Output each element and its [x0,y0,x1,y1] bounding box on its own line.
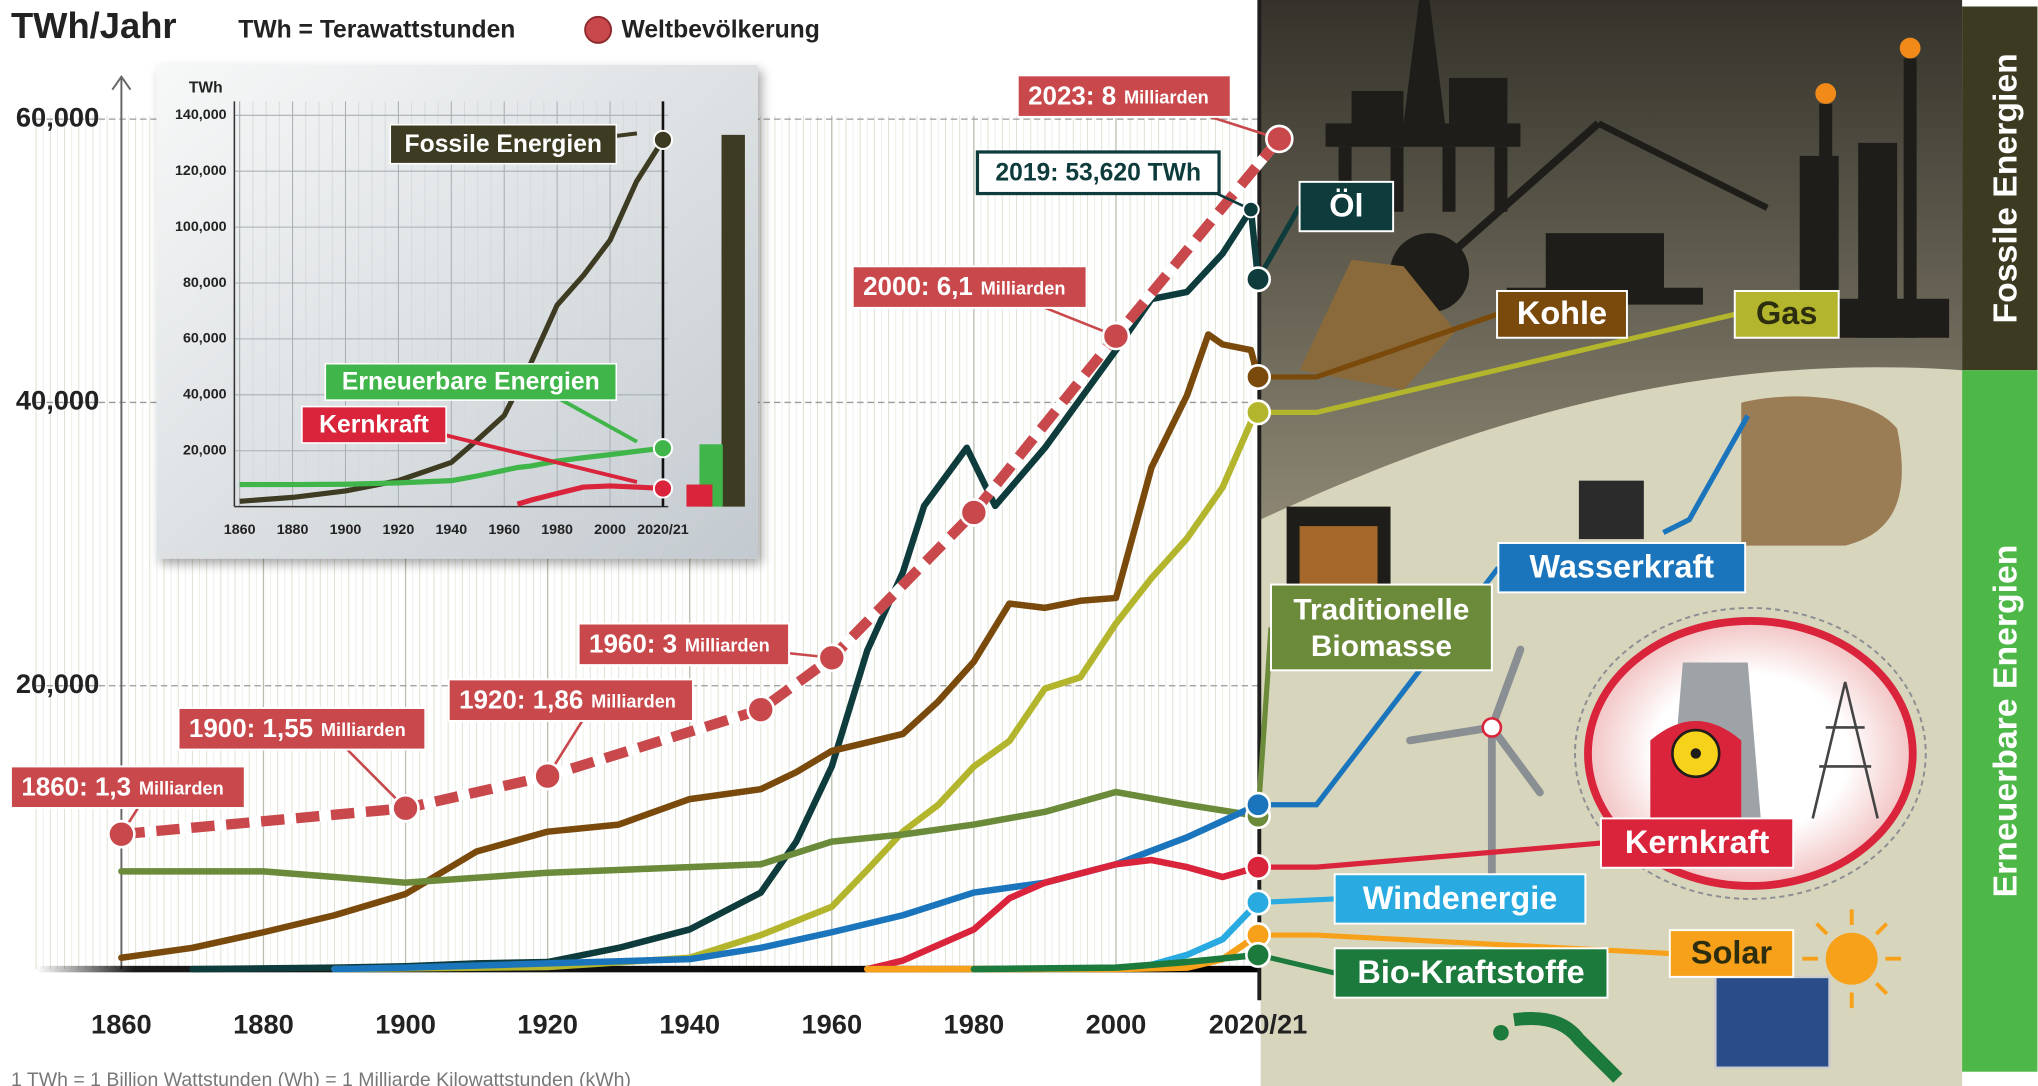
x-tick-label: 1960 [801,1008,862,1039]
y-tick-label: 20,000 [16,668,99,699]
x-tick-label: 1900 [330,522,362,538]
legend-label: Traditionelle Biomasse [1271,585,1492,671]
legend-label: Bio-Kraftstoffe [1357,954,1584,990]
end-marker [1246,891,1269,914]
y-tick-label: 40,000 [183,387,227,403]
side-label: Fossile Energien [1986,53,2024,323]
inset-chart: 20,000 40,000 60,000 80,000 100,000 120,000 14… [156,65,757,559]
population-marker [748,697,774,723]
y-tick-label: 40,000 [16,385,99,416]
legend-box-text: Traditionelle Biomasse [1271,585,1492,671]
end-marker [654,439,672,457]
population-unit: Milliarden [981,278,1066,298]
legend-label: Kernkraft [319,412,429,439]
population-label: 2000: 6,1 [863,271,973,301]
population-marker [535,763,561,789]
bar [722,135,745,507]
end-marker [1246,793,1269,816]
end-marker [1246,365,1269,388]
x-tick-label: 2020/21 [1209,1008,1308,1039]
end-marker [654,479,672,497]
y-tick-label: 120,000 [175,163,227,179]
x-tick-label: 1960 [488,522,520,538]
x-tick-label: 1880 [277,522,309,538]
y-tick-label: 60,000 [16,101,99,132]
x-tick-label: 1940 [435,522,467,538]
annotation-point [1243,202,1259,218]
population-label: 1960: 3 [589,628,677,658]
population-marker [1103,323,1129,349]
end-marker [654,131,672,149]
y-tick-label: 80,000 [183,275,227,291]
x-tick-label: 1860 [91,1008,152,1039]
x-tick-label: 1880 [233,1008,294,1039]
legend-label: Gas [1756,295,1817,331]
population-unit: Milliarden [1124,88,1209,108]
x-tick-label: 1980 [944,1008,1005,1039]
annotation: 2019: 53,620 TWh [995,160,1201,187]
y-tick-label: 100,000 [175,219,227,235]
legend-label: Wasserkraft [1529,549,1714,585]
population-unit: Milliarden [685,636,770,656]
x-tick-label: 2000 [594,522,626,538]
x-tick-label: 1980 [541,522,573,538]
x-tick-label: 1900 [375,1008,436,1039]
end-marker [1246,268,1269,291]
population-unit: Milliarden [139,779,224,799]
population-marker [1266,126,1292,152]
population-unit: Milliarden [321,720,406,740]
infographic: Fossile Energien Erneuerbare Energien TW… [0,0,2038,1086]
end-marker [1246,401,1269,424]
population-unit: Milliarden [591,692,676,712]
legend-label: Öl [1329,187,1363,223]
population-label: 1900: 1,55 [189,713,313,743]
legend-label: Fossile Energien [405,131,602,158]
legend-label: Windenergie [1363,880,1558,916]
population-marker [393,795,419,821]
population-label: 1860: 1,3 [21,771,131,801]
x-tick-label: 2020/21 [637,522,689,538]
end-marker [1246,943,1269,966]
side-label: Erneuerbare Energien [1986,545,2024,898]
end-marker [1246,855,1269,878]
bar [686,485,712,507]
legend-label: Erneuerbare Energien [342,369,600,396]
y-axis-label: TWh [189,79,223,96]
y-tick-label: 140,000 [175,107,227,123]
population-marker [961,499,987,525]
legend-marker [585,17,611,43]
population-marker [819,645,845,671]
legend-label: Weltbevölkerung [621,17,819,44]
page: {"chart_data": [ {"type": "line", "title… [0,0,2038,1086]
x-tick-label: 1920 [517,1008,578,1039]
footnote: 1 TWh = 1 Billion Wattstunden (Wh) = 1 M… [11,1069,631,1086]
x-tick-label: 1920 [383,522,415,538]
population-label: 2023: 8 [1028,80,1116,110]
legend-label: Kernkraft [1625,824,1770,860]
legend-label: Kohle [1517,295,1607,331]
y-tick-label: 20,000 [183,442,227,458]
legend-label: Solar [1691,934,1773,970]
x-tick-label: 2000 [1086,1008,1147,1039]
chart-subtitle: TWh = Terawattstunden [238,17,515,44]
population-marker [108,821,134,847]
x-tick-label: 1940 [659,1008,720,1039]
chart-title: TWh/Jahr [11,5,177,46]
y-tick-label: 60,000 [183,331,227,347]
x-tick-label: 1860 [224,522,256,538]
population-label: 1920: 1,86 [459,684,583,714]
